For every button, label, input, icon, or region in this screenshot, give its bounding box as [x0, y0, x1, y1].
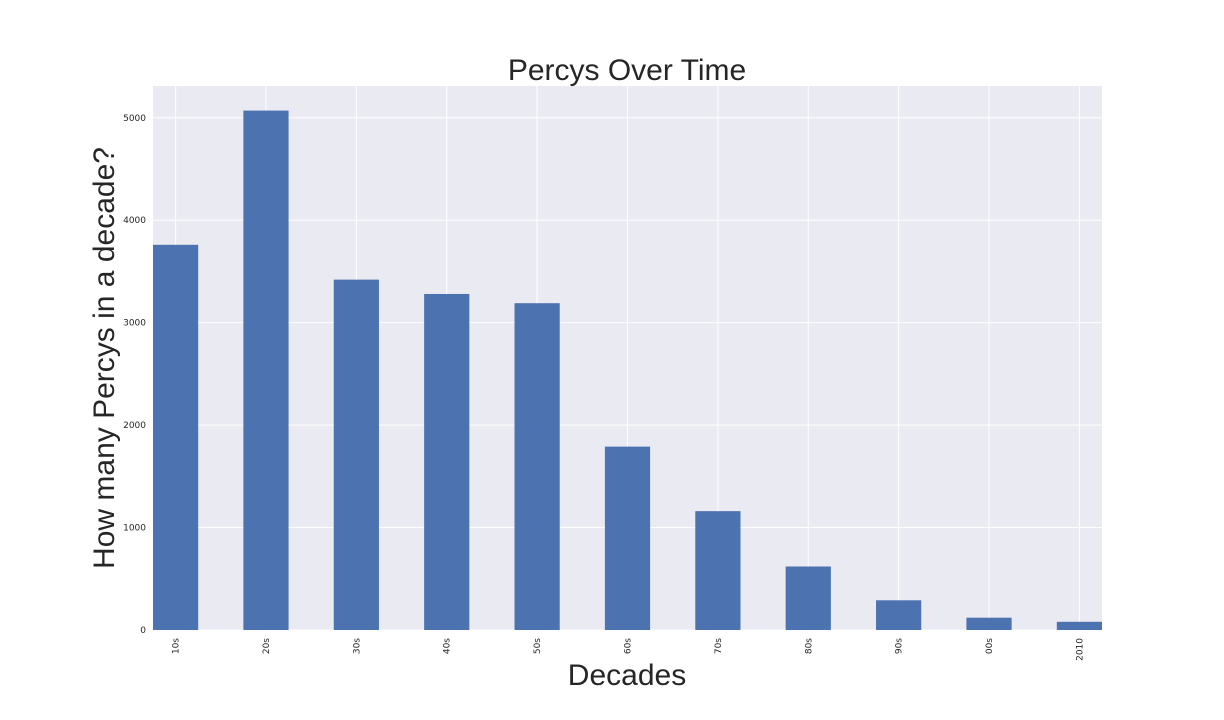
bar [1056, 621, 1102, 630]
bar [695, 511, 741, 630]
bar [333, 279, 379, 630]
x-tick-label: 70s [714, 638, 724, 654]
x-axis-label: Decades [568, 659, 686, 692]
chart-title: Percys Over Time [508, 54, 746, 87]
bar [243, 110, 289, 630]
bar [153, 244, 199, 630]
bar [604, 446, 651, 630]
bar [966, 617, 1012, 630]
x-tick-label: 20s [262, 638, 272, 654]
y-tick-label: 4000 [123, 216, 146, 226]
x-tick-label: 00s [985, 638, 995, 654]
y-tick-label: 0 [140, 626, 146, 636]
x-tick-label: 90s [895, 638, 905, 654]
y-tick-labels: 0 1000 2000 3000 4000 5000 [123, 114, 146, 636]
x-tick-label: 50s [533, 638, 543, 654]
bar [514, 303, 560, 630]
x-tick-label: 2010 [1075, 638, 1085, 661]
bar [424, 293, 470, 630]
bar [785, 566, 831, 630]
bar [876, 600, 922, 630]
x-tick-label: 40s [443, 638, 453, 654]
x-tick-label: 60s [624, 638, 634, 654]
y-tick-label: 1000 [123, 524, 146, 534]
y-tick-label: 2000 [123, 421, 146, 431]
bars [153, 110, 1102, 630]
y-axis-label: How many Percys in a decade? [88, 147, 121, 569]
y-tick-label: 3000 [123, 319, 146, 329]
x-tick-label: 30s [352, 638, 362, 654]
y-tick-label: 5000 [123, 114, 146, 124]
x-tick-labels: 10s 20s 30s 40s 50s 60s 70s 80s 90s 00s 2010 [172, 638, 1086, 661]
x-tick-label: 10s [172, 638, 182, 654]
x-tick-label: 80s [804, 638, 814, 654]
